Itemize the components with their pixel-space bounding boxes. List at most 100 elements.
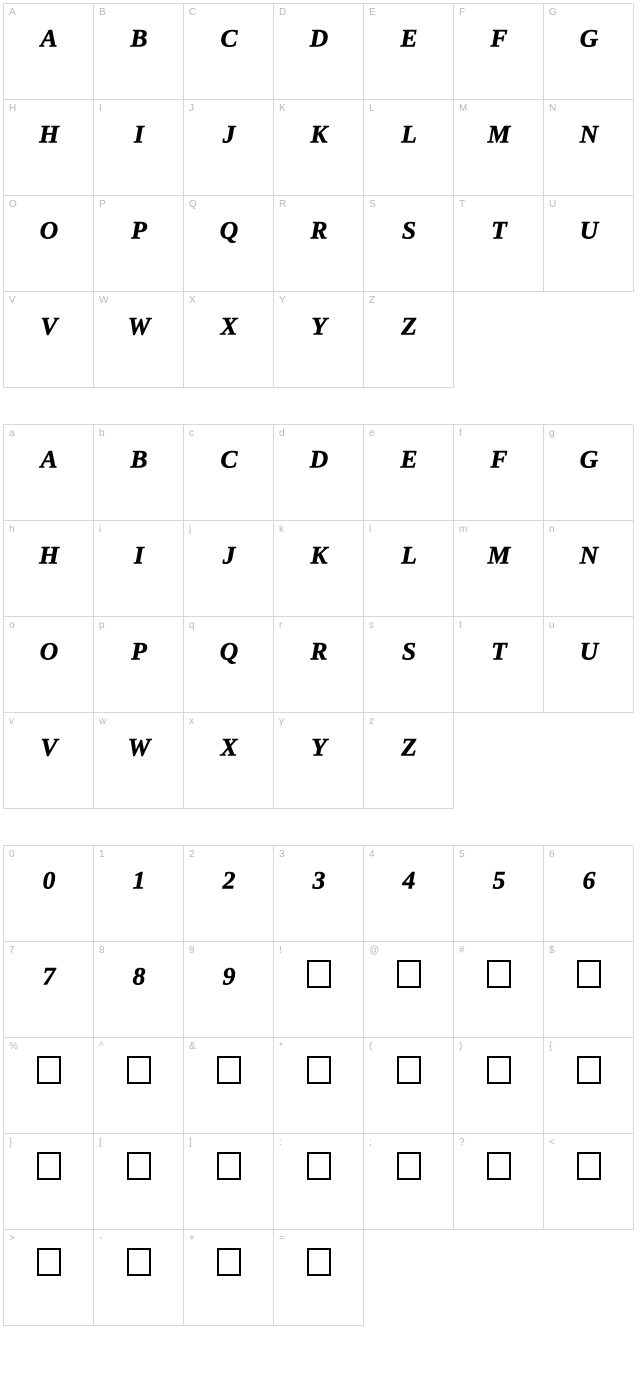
svg-text:U: U	[579, 216, 599, 245]
key-label: V	[9, 295, 16, 306]
glyph: 5	[454, 862, 543, 898]
glyph-cell: AA	[4, 4, 94, 100]
svg-text:Z: Z	[400, 733, 417, 762]
missing-glyph-icon	[37, 1248, 61, 1276]
svg-text:2: 2	[221, 866, 235, 895]
glyph-cell: RR	[274, 196, 364, 292]
svg-text:A: A	[38, 445, 57, 474]
missing-glyph-icon	[307, 1056, 331, 1084]
missing-glyph-icon	[487, 960, 511, 988]
glyph-cell: gG	[544, 425, 634, 521]
glyph-cell: GG	[544, 4, 634, 100]
glyph: O	[4, 633, 93, 669]
svg-text:J: J	[221, 120, 236, 149]
svg-text:X: X	[219, 733, 238, 762]
svg-text:G: G	[579, 24, 598, 53]
glyph: Z	[364, 729, 453, 765]
key-label: 8	[99, 945, 105, 956]
key-label: ?	[459, 1137, 465, 1148]
glyph-cell: FF	[454, 4, 544, 100]
glyph-cell: =	[274, 1230, 364, 1326]
glyph: E	[364, 20, 453, 56]
key-label: *	[279, 1041, 283, 1052]
glyph-cell: 66	[544, 846, 634, 942]
key-label: x	[189, 716, 194, 727]
glyph-cell: 88	[94, 942, 184, 1038]
glyph: N	[544, 537, 633, 573]
svg-text:H: H	[38, 541, 60, 570]
glyph: I	[94, 116, 183, 152]
svg-text:E: E	[399, 445, 417, 474]
glyph: P	[94, 633, 183, 669]
glyph: 0	[4, 862, 93, 898]
svg-text:Z: Z	[400, 312, 417, 341]
key-label: &	[189, 1041, 196, 1052]
key-label: U	[549, 199, 556, 210]
key-label: q	[189, 620, 195, 631]
glyph-cell: )	[454, 1038, 544, 1134]
glyph: H	[4, 537, 93, 573]
glyph-cell: }	[4, 1134, 94, 1230]
glyph-cell: uU	[544, 617, 634, 713]
glyph: Q	[184, 212, 273, 248]
glyph-cell: ?	[454, 1134, 544, 1230]
glyph-cell: QQ	[184, 196, 274, 292]
svg-text:C: C	[220, 24, 238, 53]
key-label: #	[459, 945, 465, 956]
glyph: 4	[364, 862, 453, 898]
glyph: S	[364, 633, 453, 669]
svg-text:Q: Q	[219, 216, 237, 245]
key-label: Y	[279, 295, 286, 306]
key-label: K	[279, 103, 286, 114]
key-label: j	[189, 524, 191, 535]
glyph: W	[94, 729, 183, 765]
glyph: 2	[184, 862, 273, 898]
glyph-cell: ZZ	[364, 292, 454, 388]
glyph: R	[274, 212, 363, 248]
empty-cell	[454, 1230, 544, 1326]
svg-text:1: 1	[132, 866, 145, 895]
empty-cell	[544, 1230, 634, 1326]
glyph-cell: YY	[274, 292, 364, 388]
key-label: e	[369, 428, 375, 439]
key-label: l	[369, 524, 371, 535]
glyph-cell: eE	[364, 425, 454, 521]
glyph: M	[454, 116, 543, 152]
glyph-cell: xX	[184, 713, 274, 809]
glyph: G	[544, 441, 633, 477]
key-label: 5	[459, 849, 465, 860]
glyph-cell: 11	[94, 846, 184, 942]
svg-text:H: H	[38, 120, 60, 149]
glyph-cell: NN	[544, 100, 634, 196]
glyph-cell: zZ	[364, 713, 454, 809]
glyph: U	[544, 633, 633, 669]
missing-glyph-icon	[37, 1056, 61, 1084]
glyph-cell: mM	[454, 521, 544, 617]
missing-glyph-icon	[397, 960, 421, 988]
glyph-cell: hH	[4, 521, 94, 617]
key-label: >	[9, 1233, 15, 1244]
glyph: S	[364, 212, 453, 248]
key-label: G	[549, 7, 557, 18]
key-label: f	[459, 428, 462, 439]
missing-glyph-icon	[217, 1248, 241, 1276]
key-label: w	[99, 716, 106, 727]
svg-text:D: D	[308, 24, 327, 53]
svg-text:X: X	[219, 312, 238, 341]
svg-text:W: W	[127, 733, 152, 762]
svg-text:R: R	[309, 216, 327, 245]
glyph: D	[274, 441, 363, 477]
missing-glyph-icon	[577, 960, 601, 988]
glyph-cell: pP	[94, 617, 184, 713]
missing-glyph-icon	[577, 1152, 601, 1180]
svg-text:4: 4	[401, 866, 415, 895]
key-label: 3	[279, 849, 285, 860]
glyph-cell: rR	[274, 617, 364, 713]
svg-text:F: F	[489, 24, 507, 53]
svg-text:L: L	[400, 541, 417, 570]
key-label: h	[9, 524, 15, 535]
empty-cell	[364, 1230, 454, 1326]
key-label: @	[369, 945, 379, 956]
svg-text:6: 6	[582, 866, 595, 895]
key-label: 0	[9, 849, 15, 860]
